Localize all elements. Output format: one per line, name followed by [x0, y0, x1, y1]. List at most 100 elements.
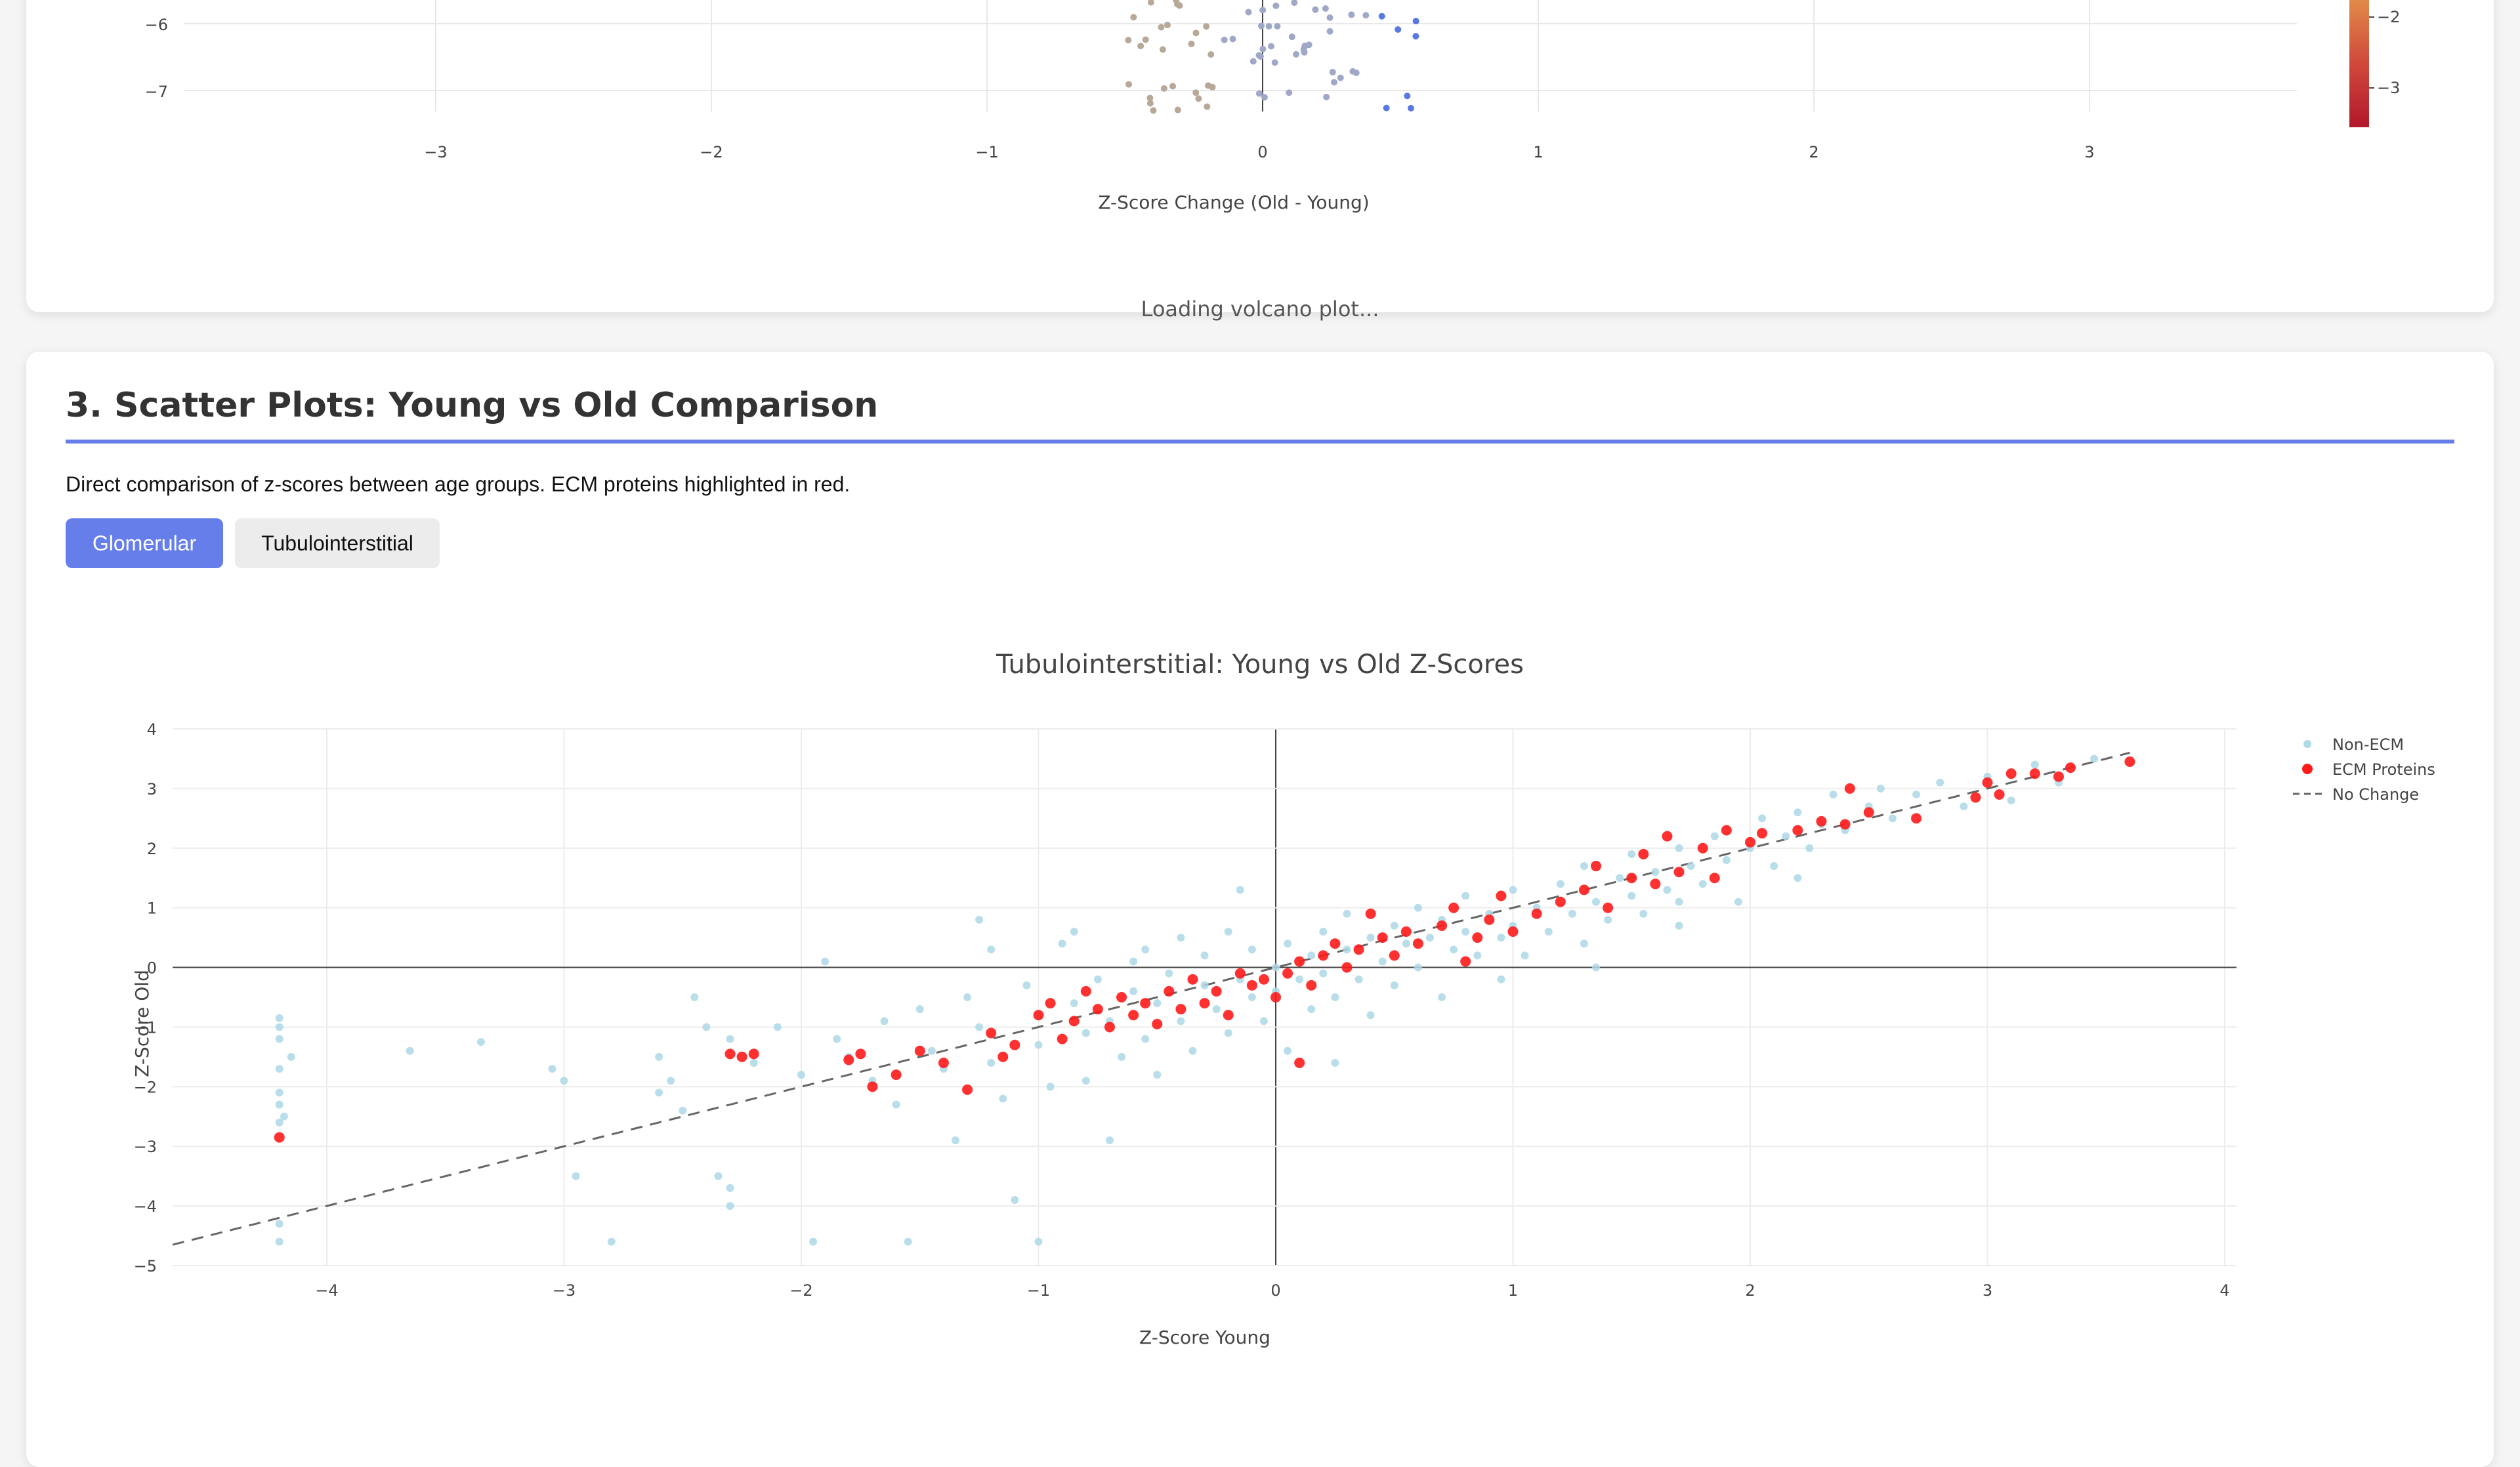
volcano-point — [1291, 0, 1298, 7]
ecm-point — [962, 1084, 973, 1095]
non-ecm-point — [1284, 940, 1292, 948]
volcano-plot-card: −6 −7 −3 −2 −1 0 1 2 3 Z-Score Change (O… — [26, 0, 2494, 312]
volcano-point — [1255, 90, 1263, 97]
non-ecm-point — [1639, 909, 1648, 918]
non-ecm-point — [275, 1014, 284, 1022]
ecm-point — [1223, 1010, 1234, 1021]
ecm-point — [1068, 1016, 1080, 1027]
ecm-point — [2029, 768, 2040, 779]
ecm-point — [2006, 768, 2017, 779]
non-ecm-point — [1354, 975, 1363, 983]
tab-tubulointerstitial[interactable]: Tubulointerstitial — [235, 518, 440, 568]
volcano-y-tick: −7 — [145, 83, 168, 101]
legend-ecm[interactable]: ECM Proteins — [2332, 760, 2435, 779]
non-ecm-point — [1936, 778, 1944, 787]
ecm-point — [1578, 884, 1589, 896]
volcano-point — [1271, 59, 1278, 66]
volcano-point — [1395, 26, 1402, 33]
tab-glomerular[interactable]: Glomerular — [66, 518, 223, 568]
non-ecm-point — [1544, 928, 1553, 936]
ecm-point — [1164, 985, 1175, 997]
colorbar-tick: −2 — [2377, 8, 2400, 26]
non-ecm-point — [1580, 862, 1588, 871]
non-ecm-point — [1473, 951, 1482, 960]
scatter-plot[interactable]: Tubulointerstitial: Young vs Old Z-Score… — [26, 590, 2494, 1443]
non-ecm-point — [1307, 1005, 1316, 1014]
title-underline — [66, 440, 2454, 444]
y-tick-label: 3 — [147, 780, 157, 798]
ecm-point — [1377, 932, 1388, 943]
volcano-point — [1150, 107, 1157, 114]
ecm-point — [1104, 1022, 1115, 1033]
ecm-point — [1460, 956, 1471, 967]
non-ecm-point — [726, 1035, 734, 1043]
non-ecm-point — [726, 1184, 734, 1192]
x-tick-label: −2 — [789, 1281, 812, 1300]
volcano-point — [1362, 12, 1370, 19]
non-ecm-point — [951, 1136, 959, 1145]
ecm-point — [1033, 1010, 1044, 1021]
non-ecm-point — [1034, 1041, 1043, 1049]
non-ecm-point — [915, 1005, 924, 1014]
non-ecm-point — [975, 915, 984, 924]
non-ecm-point — [1722, 856, 1731, 864]
volcano-point — [1407, 104, 1414, 112]
non-ecm-point — [1450, 945, 1458, 954]
non-ecm-point — [406, 1046, 414, 1055]
ecm-point — [1745, 837, 1755, 848]
y-tick-label: −1 — [134, 1018, 157, 1037]
non-ecm-point — [1200, 981, 1209, 989]
non-ecm-point — [1046, 1083, 1055, 1091]
non-ecm-point — [975, 1023, 984, 1031]
section-description: Direct comparison of z-scores between ag… — [66, 472, 850, 496]
non-ecm-point — [1734, 898, 1742, 906]
non-ecm-point — [1129, 957, 1138, 966]
non-ecm-point — [1248, 993, 1256, 1001]
non-ecm-point — [833, 1035, 841, 1043]
non-ecm-point — [1461, 928, 1470, 936]
non-ecm-point — [892, 1100, 900, 1109]
non-ecm-point — [1141, 1035, 1150, 1043]
non-ecm-point — [275, 1035, 284, 1043]
ecm-point — [1258, 974, 1269, 985]
non-ecm-point — [1295, 975, 1304, 983]
volcano-point — [1192, 30, 1200, 37]
ecm-point — [1496, 890, 1507, 901]
ecm-point — [1816, 816, 1827, 827]
legend-no-change[interactable]: No Change — [2332, 785, 2419, 804]
non-ecm-point — [773, 1023, 782, 1031]
non-ecm-point — [1509, 886, 1517, 894]
non-ecm-point — [1912, 790, 1921, 798]
ecm-point — [1152, 1018, 1163, 1029]
non-ecm-point — [1414, 963, 1422, 972]
x-tick-label: 4 — [2219, 1281, 2229, 1300]
volcano-point — [1255, 52, 1263, 59]
ecm-point — [1187, 974, 1198, 985]
ecm-point — [1626, 873, 1637, 884]
chart-legend[interactable]: Non-ECM ECM Proteins No Change — [2293, 735, 2435, 804]
ecm-point — [1484, 914, 1495, 925]
legend-non-ecm[interactable]: Non-ECM — [2332, 735, 2404, 754]
ecm-point — [1128, 1010, 1139, 1021]
x-tick-label: −4 — [315, 1281, 338, 1300]
volcano-point — [1412, 18, 1419, 25]
non-ecm-point — [1093, 975, 1102, 983]
volcano-plot[interactable]: −6 −7 −3 −2 −1 0 1 2 3 Z-Score Change (O… — [26, 0, 2494, 312]
non-ecm-point — [1284, 1046, 1292, 1055]
non-ecm-point — [1212, 1005, 1221, 1014]
y-tick-label: −4 — [134, 1197, 157, 1216]
non-ecm-point — [1628, 892, 1636, 900]
ecm-point — [1673, 867, 1685, 878]
non-ecm-point — [904, 1237, 912, 1246]
ecm-point — [1844, 783, 1855, 794]
non-ecm-point — [1165, 969, 1173, 978]
non-ecm-point — [1153, 999, 1162, 1008]
volcano-x-tick: 2 — [1809, 143, 1818, 161]
volcano-point — [1257, 22, 1265, 30]
ecm-point — [1638, 848, 1649, 859]
ecm-point — [1863, 807, 1874, 818]
ecm-point — [1199, 998, 1210, 1009]
volcano-point — [1164, 22, 1171, 29]
volcano-point — [1383, 104, 1390, 112]
volcano-point — [1160, 85, 1167, 92]
